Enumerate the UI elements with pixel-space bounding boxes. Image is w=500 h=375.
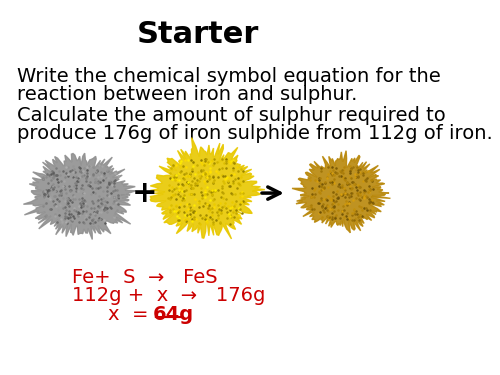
Text: Starter: Starter (137, 20, 260, 49)
Text: reaction between iron and sulphur.: reaction between iron and sulphur. (17, 85, 357, 104)
Text: 64g: 64g (153, 305, 194, 324)
Text: Write the chemical symbol equation for the: Write the chemical symbol equation for t… (17, 66, 441, 86)
Text: Calculate the amount of sulphur required to: Calculate the amount of sulphur required… (17, 106, 446, 124)
Text: x  =: x = (108, 305, 154, 324)
Polygon shape (292, 151, 390, 233)
Text: produce 176g of iron sulphide from 112g of iron.: produce 176g of iron sulphide from 112g … (17, 124, 493, 143)
Polygon shape (150, 138, 265, 239)
Polygon shape (24, 153, 136, 240)
Text: +: + (132, 178, 158, 208)
Text: 112g +  x  →   176g: 112g + x → 176g (72, 286, 266, 305)
Text: Fe+  S  →   FeS: Fe+ S → FeS (72, 267, 218, 286)
